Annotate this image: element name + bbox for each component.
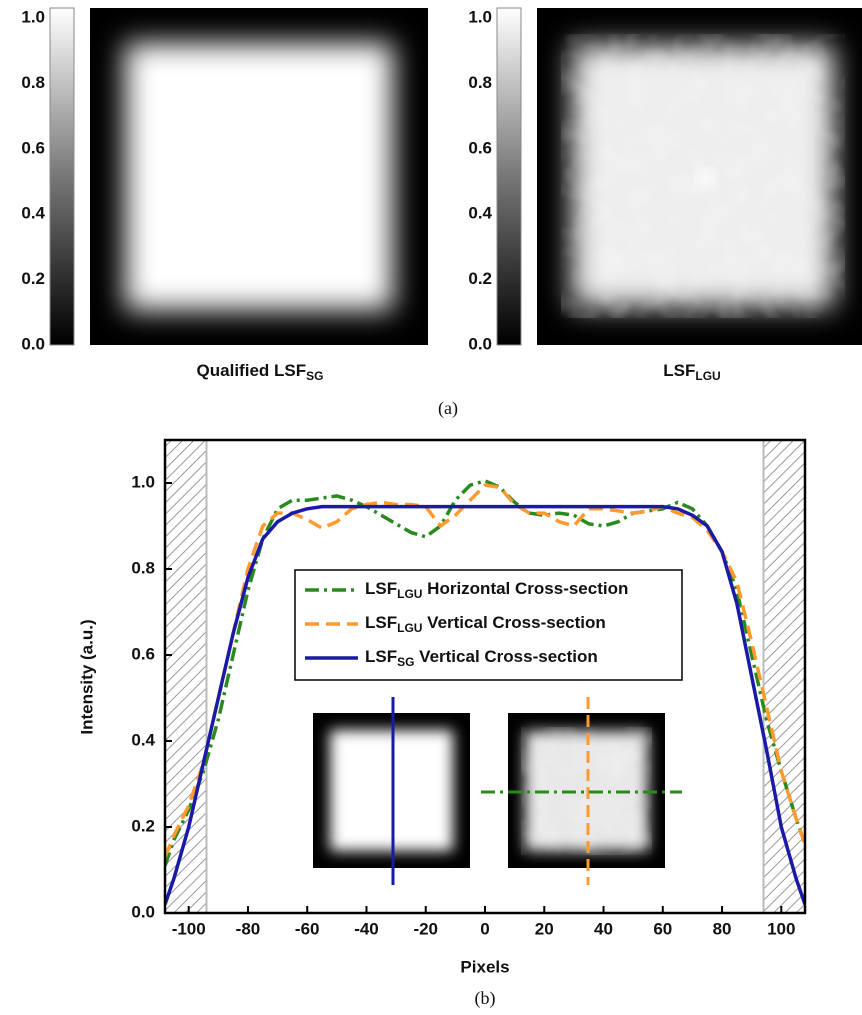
panel-a: Qualified LSFSG LSFLGU (a)	[50, 8, 862, 419]
y-tick-label: 0.0	[131, 902, 155, 921]
legend-sub: SG	[397, 655, 414, 669]
x-tick-label: -60	[295, 919, 320, 938]
legend-name: LSF	[365, 579, 397, 598]
x-tick-label: 0	[480, 919, 489, 938]
y-tick-label: 1.0	[131, 472, 155, 491]
colorbar-tick-label: 0.8	[468, 73, 492, 92]
x-tick-label: 80	[713, 919, 732, 938]
label-text: Qualified LSF	[197, 361, 307, 380]
colorbar-tick-label: 0.6	[21, 138, 45, 157]
y-tick-label: 0.8	[131, 558, 155, 577]
legend-name: LSF	[365, 647, 397, 666]
legend-rest: Vertical Cross-section	[414, 647, 597, 666]
label-sub: LGU	[695, 369, 720, 383]
image-label: Qualified LSFSG	[197, 361, 324, 383]
label-sub: SG	[306, 369, 323, 383]
colorbar-tick-label: 0.4	[468, 204, 492, 223]
panel-b: 0.0 0.2 0.4 0.6 0.8 1.0 -100 -80 -60 -40 -20 0 20 40 6…	[131, 440, 805, 938]
label-text: LSF	[663, 361, 695, 380]
x-tick-label: 100	[767, 919, 795, 938]
x-axis-label: Pixels	[460, 957, 509, 976]
colorbar	[497, 8, 521, 345]
legend-rest: Horizontal Cross-section	[422, 579, 628, 598]
colorbar-tick-label: 0.0	[21, 334, 45, 353]
y-tick-label: 0.2	[131, 816, 155, 835]
x-tick-label: -40	[354, 919, 379, 938]
image-sg	[90, 8, 428, 345]
series-line	[165, 507, 805, 905]
colorbar-tick-label: 0.2	[21, 269, 45, 288]
x-tick-label: -100	[172, 919, 206, 938]
figure: Qualified LSFSG LSFLGU (a) 0.00.20.40.60…	[0, 0, 862, 1015]
legend-name: LSF	[365, 613, 397, 632]
legend-sub: LGU	[397, 621, 422, 635]
y-tick-label: 0.4	[131, 730, 155, 749]
legend-rest: Vertical Cross-section	[422, 613, 605, 632]
image-label: LSFLGU	[663, 361, 720, 383]
colorbar-tick-label: 0.8	[21, 73, 45, 92]
colorbar-tick-label: 0.2	[468, 269, 492, 288]
colorbar-tick-label: 0.0	[468, 334, 492, 353]
x-tick-label: 60	[653, 919, 672, 938]
image-lgu	[537, 8, 862, 345]
colorbar	[50, 8, 74, 345]
inset	[313, 697, 682, 885]
colorbar-tick-label: 1.0	[21, 7, 45, 26]
y-axis-label: Intensity (a.u.)	[77, 619, 96, 734]
x-tick-label: -20	[413, 919, 438, 938]
y-tick-label: 0.6	[131, 644, 155, 663]
colorbar-tick-label: 0.6	[468, 138, 492, 157]
x-tick-label: -80	[236, 919, 261, 938]
legend-sub: LGU	[397, 587, 422, 601]
caption: (b)	[475, 988, 496, 1009]
x-tick-label: 20	[535, 919, 554, 938]
x-tick-label: 40	[594, 919, 613, 938]
colorbar-tick-label: 0.4	[21, 204, 45, 223]
colorbar-tick-label: 1.0	[468, 7, 492, 26]
caption: (a)	[438, 398, 458, 419]
